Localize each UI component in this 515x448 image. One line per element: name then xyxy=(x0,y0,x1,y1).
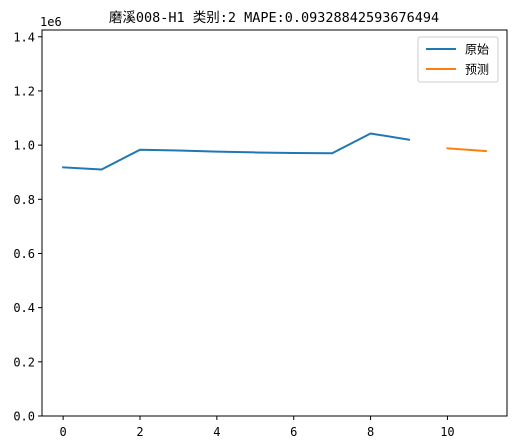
x-tick-label: 0 xyxy=(60,425,67,439)
x-tick-label: 2 xyxy=(136,425,143,439)
y-tick-label: 1.0 xyxy=(13,139,35,153)
y-tick-label: 0.8 xyxy=(13,193,35,207)
y-tick-label: 0.4 xyxy=(13,301,35,315)
y-tick-label: 0.6 xyxy=(13,247,35,261)
y-tick-label: 1.4 xyxy=(13,30,35,44)
legend-label-original: 原始 xyxy=(465,43,489,57)
x-tick-label: 8 xyxy=(367,425,374,439)
x-tick-label: 10 xyxy=(440,425,454,439)
y-tick-label: 0.2 xyxy=(13,355,35,369)
series-line-1 xyxy=(447,148,485,151)
x-tick-label: 6 xyxy=(290,425,297,439)
x-tick-label: 4 xyxy=(213,425,220,439)
plot-lines xyxy=(63,133,486,169)
axes-frame xyxy=(42,30,507,416)
y-tick-label: 1.2 xyxy=(13,84,35,98)
y-offset-text: 1e6 xyxy=(40,15,62,29)
chart-title: 磨溪008-H1 类别:2 MAPE:0.09328842593676494 xyxy=(109,10,439,26)
legend: 原始 预测 xyxy=(418,37,498,82)
series-line-0 xyxy=(63,133,409,169)
legend-label-forecast: 预测 xyxy=(465,63,489,77)
y-tick-label: 0.0 xyxy=(13,410,35,424)
x-axis-ticks: 0 2 4 6 8 10 xyxy=(60,416,455,439)
y-axis-ticks: 0.0 0.2 0.4 0.6 0.8 1.0 1.2 1.4 xyxy=(13,30,42,423)
